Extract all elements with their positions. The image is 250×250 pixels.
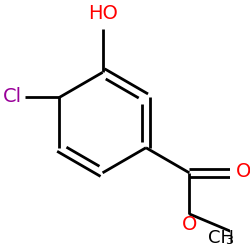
Text: CH: CH <box>208 229 234 247</box>
Text: HO: HO <box>88 4 118 23</box>
Text: 3: 3 <box>225 234 232 248</box>
Text: O: O <box>182 215 197 234</box>
Text: Cl: Cl <box>2 87 22 106</box>
Text: O: O <box>236 162 250 181</box>
